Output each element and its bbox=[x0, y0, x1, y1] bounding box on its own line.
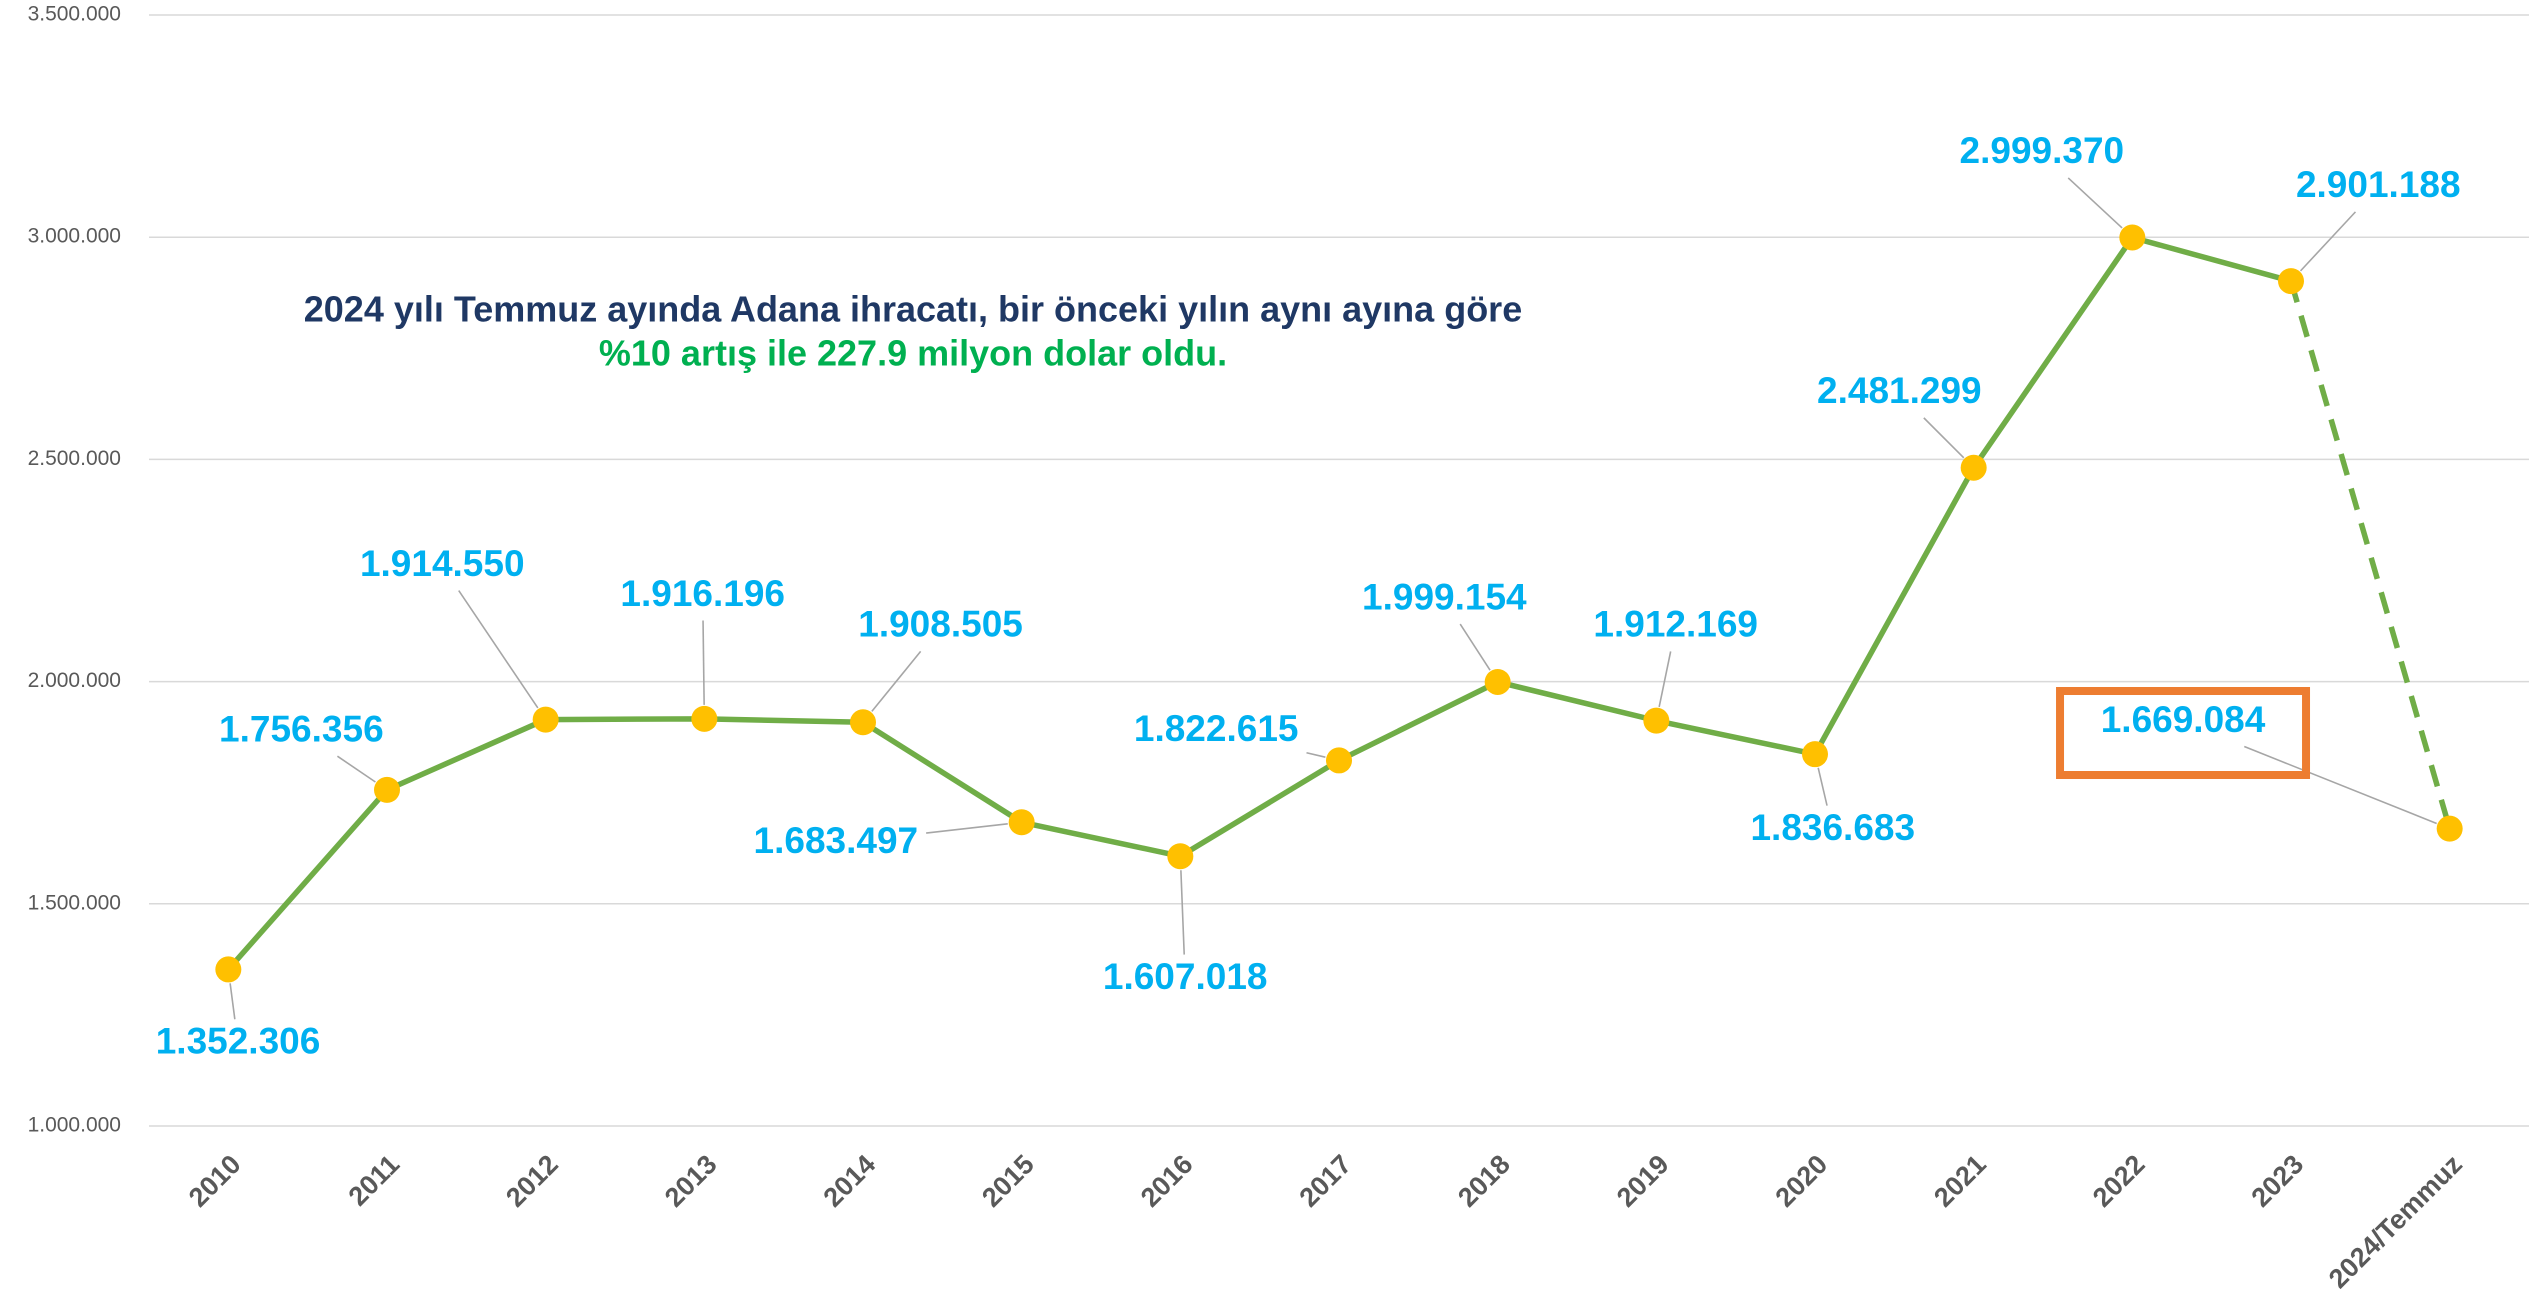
data-label: 1.836.683 bbox=[1750, 807, 1915, 848]
x-tick-label: 2018 bbox=[1452, 1149, 1516, 1213]
data-label: 1.999.154 bbox=[1362, 576, 1527, 617]
leader-line bbox=[702, 620, 705, 705]
leader-line bbox=[336, 755, 376, 783]
leader-line bbox=[1180, 870, 1186, 955]
leader-line bbox=[1459, 623, 1491, 671]
marker bbox=[2436, 815, 2463, 842]
y-tick-label: 2.000.000 bbox=[28, 669, 121, 692]
annotation: %10 artış ile 227.9 milyon dolar oldu. bbox=[599, 333, 1227, 374]
x-tick-label: 2013 bbox=[659, 1149, 723, 1213]
line-dashed bbox=[2288, 280, 2453, 830]
marker bbox=[1008, 809, 1035, 836]
x-tick-label: 2023 bbox=[2246, 1149, 2310, 1213]
data-label: 2.901.188 bbox=[2296, 164, 2461, 205]
marker bbox=[1326, 747, 1352, 774]
data-label: 2.481.299 bbox=[1817, 370, 1982, 411]
y-tick-label: 3.000.000 bbox=[28, 225, 121, 248]
data-label: 1.607.018 bbox=[1103, 956, 1268, 997]
marker bbox=[215, 956, 242, 983]
data-label: 1.352.306 bbox=[156, 1021, 321, 1062]
x-tick-label: 2019 bbox=[1611, 1149, 1675, 1213]
leader-line bbox=[458, 590, 539, 709]
data-label: 1.669.084 bbox=[2101, 699, 2266, 740]
marker bbox=[1802, 741, 1828, 768]
marker bbox=[1643, 707, 1670, 734]
marker bbox=[1167, 843, 1194, 870]
leader-line bbox=[1923, 417, 1965, 459]
data-label: 1.912.169 bbox=[1593, 604, 1758, 645]
leader-line bbox=[2299, 211, 2357, 272]
marker bbox=[1960, 454, 1987, 481]
leader-line bbox=[229, 983, 236, 1020]
annotation: 2024 yılı Temmuz ayında Adana ihracatı, … bbox=[304, 289, 1522, 330]
marker bbox=[2278, 268, 2304, 295]
data-label: 1.822.615 bbox=[1134, 708, 1299, 749]
marker bbox=[691, 705, 718, 732]
leader-line bbox=[1817, 767, 1828, 806]
x-tick-label: 2010 bbox=[183, 1149, 247, 1213]
x-tick-label: 2014 bbox=[818, 1149, 882, 1213]
y-tick-label: 3.500.000 bbox=[28, 3, 121, 26]
y-tick-label: 1.500.000 bbox=[28, 891, 121, 914]
x-tick-label: 2020 bbox=[1770, 1149, 1834, 1213]
data-label: 1.683.497 bbox=[754, 820, 919, 861]
line bbox=[226, 234, 2292, 972]
data-label: 1.916.196 bbox=[620, 573, 785, 614]
leader-line bbox=[926, 823, 1008, 834]
data-label: 1.908.505 bbox=[858, 604, 1023, 645]
leader-line bbox=[871, 650, 922, 712]
leader-line bbox=[1658, 651, 1672, 708]
x-tick-label: 2011 bbox=[343, 1149, 406, 1212]
marker bbox=[850, 709, 876, 736]
x-tick-label: 2012 bbox=[500, 1149, 564, 1213]
marker bbox=[1484, 668, 1511, 695]
data-label: 1.914.550 bbox=[360, 543, 525, 584]
leader-line bbox=[2243, 745, 2437, 825]
x-tick-label: 2021 bbox=[1928, 1149, 1992, 1213]
data-label: 1.756.356 bbox=[219, 708, 384, 749]
x-tick-label: 2015 bbox=[976, 1149, 1040, 1213]
x-tick-label: 2022 bbox=[2087, 1149, 2151, 1213]
x-tick-label: 2016 bbox=[1135, 1149, 1199, 1213]
data-label: 2.999.370 bbox=[1960, 130, 2125, 171]
x-tick-label: 2024/Temmuz bbox=[2323, 1149, 2468, 1294]
marker bbox=[532, 706, 559, 733]
marker bbox=[374, 776, 400, 803]
y-tick-label: 1.000.000 bbox=[28, 1114, 121, 1137]
marker bbox=[2119, 224, 2146, 251]
y-tick-label: 2.500.000 bbox=[28, 447, 121, 470]
highlight-box bbox=[2056, 687, 2311, 780]
leader-line bbox=[2067, 177, 2123, 229]
x-tick-label: 2017 bbox=[1294, 1149, 1358, 1213]
leader-line bbox=[1306, 751, 1326, 758]
